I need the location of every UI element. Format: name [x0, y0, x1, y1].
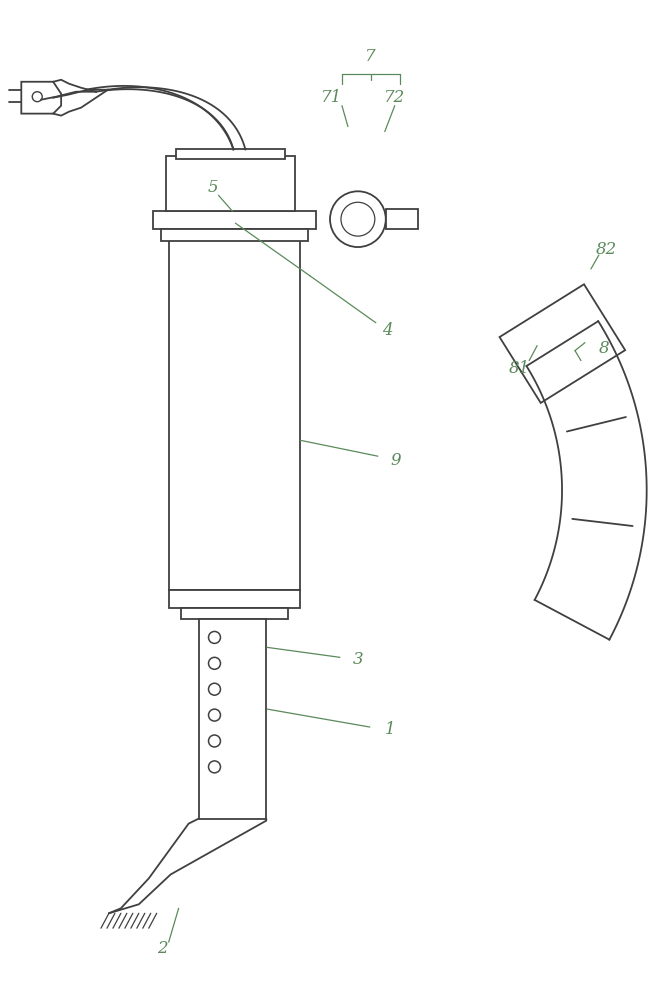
Bar	[153, 211, 316, 229]
Bar	[176, 149, 286, 159]
Text: 72: 72	[384, 89, 405, 106]
Text: 8: 8	[598, 340, 609, 357]
Circle shape	[33, 92, 42, 102]
Text: 5: 5	[207, 179, 218, 196]
Circle shape	[208, 735, 220, 747]
Bar	[169, 590, 300, 608]
Bar	[199, 619, 266, 819]
Circle shape	[208, 709, 220, 721]
Circle shape	[208, 683, 220, 695]
Bar	[161, 229, 308, 241]
Text: 81: 81	[509, 360, 530, 377]
Text: 3: 3	[353, 651, 363, 668]
Text: 4: 4	[382, 322, 393, 339]
Text: 2: 2	[157, 940, 168, 957]
Circle shape	[208, 761, 220, 773]
Bar	[181, 608, 288, 619]
Bar	[166, 156, 295, 211]
Polygon shape	[21, 82, 61, 114]
Text: 9: 9	[390, 452, 401, 469]
Text: 1: 1	[384, 721, 395, 738]
Circle shape	[208, 657, 220, 669]
Circle shape	[208, 631, 220, 643]
Circle shape	[330, 191, 386, 247]
Text: 7: 7	[365, 48, 375, 65]
Text: 71: 71	[321, 89, 343, 106]
Polygon shape	[499, 284, 625, 403]
Circle shape	[341, 202, 374, 236]
Bar	[169, 239, 300, 590]
Bar	[386, 209, 418, 229]
Text: 82: 82	[596, 241, 618, 258]
